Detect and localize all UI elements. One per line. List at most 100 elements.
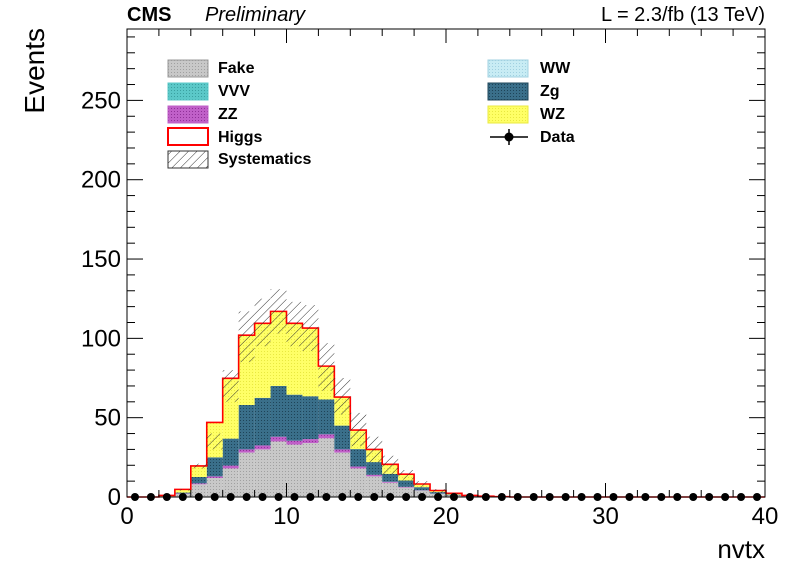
bar-zg-10 (286, 394, 303, 441)
x-tick-label: 0 (120, 503, 133, 530)
systematics-bin-18 (414, 481, 431, 488)
legend-swatch-fake (167, 59, 209, 78)
systematics-bin-19 (430, 489, 446, 493)
bar-zz-16 (382, 481, 399, 483)
legend-swatch-zz (167, 105, 209, 124)
legend-swatch-systematics (167, 150, 209, 169)
bar-fake-15 (366, 476, 383, 497)
bar-zg-19 (430, 492, 446, 494)
x-tick-label: 20 (433, 503, 460, 530)
bar-wz-3 (174, 489, 191, 493)
stacked-bars (127, 310, 765, 498)
x-tick-label: 30 (592, 503, 619, 530)
legend-label-higgs: Higgs (218, 129, 263, 146)
status-label: Preliminary (205, 4, 306, 26)
bar-fake-14 (350, 468, 367, 497)
bar-zz-11 (302, 439, 319, 444)
bar-zz-14 (350, 466, 367, 469)
bar-fake-11 (302, 443, 319, 497)
legend-swatch-ww (487, 59, 529, 78)
axis-ticks: 0 10 20 30 40 0 50 100 150 200 250 (81, 29, 778, 530)
bar-fake-17 (398, 487, 415, 497)
legend-label-wz: WZ (540, 106, 565, 123)
y-tick-label: 100 (81, 325, 121, 352)
bar-fake-12 (318, 438, 335, 497)
legend-label-ww: WW (540, 60, 571, 77)
legend-label-zg: Zg (540, 83, 560, 100)
bar-zg-4 (190, 477, 207, 484)
experiment-label: CMS (127, 4, 171, 26)
bar-zz-7 (238, 449, 255, 453)
bar-zz-13 (334, 449, 351, 453)
bar-zz-9 (270, 436, 287, 442)
systematics-bin-3 (174, 489, 191, 491)
bar-fake-9 (270, 441, 287, 497)
bar-fake-6 (222, 468, 239, 497)
legend-label-zz: ZZ (218, 106, 238, 123)
x-axis-label: nvtx (717, 534, 765, 564)
bar-zz-10 (286, 440, 303, 445)
bar-fake-10 (286, 444, 303, 497)
bar-wz-4 (190, 465, 207, 478)
legend-swatch-vvv (167, 82, 209, 101)
bar-fake-13 (334, 452, 351, 497)
bar-zg-18 (414, 487, 431, 491)
bar-fake-8 (254, 449, 271, 497)
legend-swatch-higgs (167, 127, 209, 146)
systematics-bin-15 (366, 436, 383, 463)
bar-zg-17 (398, 480, 415, 487)
y-axis-label: Events (19, 28, 50, 114)
lumi-label: L = 2.3/fb (13 TeV) (601, 4, 765, 26)
legend-label-systematics: Systematics (218, 151, 311, 168)
systematics-bin-9 (270, 289, 287, 334)
bar-zz-15 (366, 474, 383, 477)
bar-zg-7 (238, 404, 255, 450)
systematics-bin-7 (238, 311, 255, 363)
x-tick-label: 10 (273, 503, 300, 530)
y-tick-label: 200 (81, 167, 121, 194)
bar-zz-8 (254, 445, 271, 450)
bar-zg-9 (270, 385, 287, 437)
systematics-bin-14 (350, 412, 367, 447)
legend-data-marker (504, 132, 514, 142)
systematics-band (158, 289, 510, 497)
legend-label-vvv: VVV (218, 83, 250, 100)
bar-zz-6 (222, 465, 239, 469)
y-tick-label: 250 (81, 87, 121, 114)
systematics-bin-5 (206, 433, 223, 450)
systematics-bin-13 (334, 378, 351, 415)
bar-zg-12 (318, 399, 335, 435)
bar-fake-4 (190, 484, 207, 497)
bar-zg-13 (334, 425, 351, 450)
systematics-bin-8 (254, 298, 271, 347)
bar-zz-4 (190, 483, 207, 485)
legend-swatch-wz (487, 105, 529, 124)
bar-zg-16 (382, 473, 399, 482)
bar-zg-15 (366, 462, 383, 475)
legend-label-data: Data (540, 129, 575, 146)
bar-zg-14 (350, 449, 367, 467)
systematics-bin-10 (286, 301, 303, 347)
systematics-bin-6 (222, 370, 239, 402)
bar-fake-5 (206, 477, 223, 497)
bar-zz-5 (206, 476, 223, 478)
bar-zz-12 (318, 434, 335, 439)
systematics-bin-12 (318, 343, 335, 391)
bar-fake-16 (382, 482, 399, 497)
systematics-bin-17 (398, 470, 415, 480)
bar-zg-11 (302, 396, 319, 440)
bar-zz-17 (398, 486, 415, 488)
y-tick-label: 0 (108, 484, 121, 511)
legend-label-fake: Fake (218, 60, 255, 77)
bar-zg-8 (254, 397, 271, 446)
bar-zg-5 (206, 457, 223, 477)
bar-zg-6 (222, 438, 239, 466)
y-tick-label: 150 (81, 246, 121, 273)
systematics-bin-4 (190, 463, 207, 469)
legend-swatch-zg (487, 82, 529, 101)
legend: Fake VVV ZZ Higgs Systematics WW Zg WZ D… (167, 59, 575, 169)
y-tick-label: 50 (94, 405, 121, 432)
x-tick-label: 40 (752, 503, 779, 530)
systematics-bin-16 (382, 455, 399, 475)
